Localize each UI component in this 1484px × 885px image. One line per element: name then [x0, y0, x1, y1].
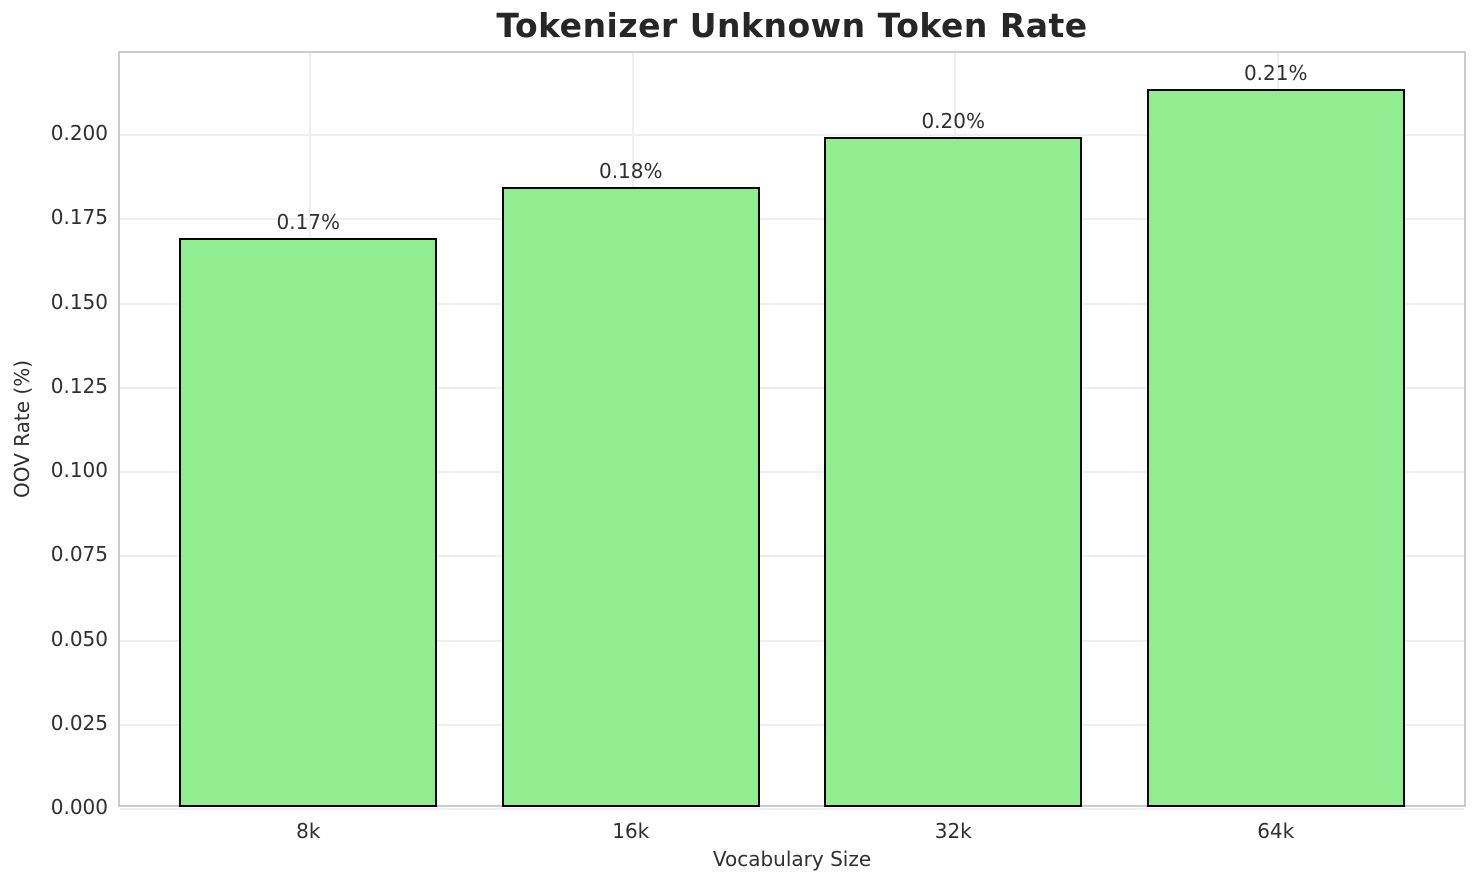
chart-title: Tokenizer Unknown Token Rate: [496, 6, 1088, 45]
bar-64k: [1146, 89, 1405, 807]
x-tick-label: 16k: [612, 819, 650, 843]
bar-value-label: 0.18%: [598, 159, 663, 184]
y-gridline: [120, 555, 1464, 558]
bar-value-label: 0.20%: [921, 108, 985, 133]
y-tick-label: 0.125: [50, 373, 108, 398]
y-tick-label: 0.150: [50, 289, 108, 314]
y-gridline: [120, 386, 1464, 389]
y-tick-label: 0.050: [50, 626, 108, 651]
x-tick-label: 8k: [296, 819, 321, 843]
bar-16k: [501, 187, 760, 807]
y-tick-label: 0.000: [50, 795, 108, 819]
y-gridline: [120, 134, 1464, 137]
x-axis-title: Vocabulary Size: [712, 847, 872, 871]
y-gridline: [120, 302, 1464, 305]
y-gridline: [120, 808, 1464, 810]
y-gridline: [120, 639, 1464, 642]
bar-value-label: 0.17%: [276, 209, 341, 234]
y-gridline: [120, 723, 1464, 726]
y-tick-label: 0.025: [50, 710, 108, 735]
bar-value-label: 0.21%: [1243, 61, 1308, 86]
y-gridline: [120, 218, 1464, 221]
y-tick-label: 0.200: [50, 121, 108, 146]
y-tick-label: 0.075: [50, 542, 108, 567]
x-tick-label: 64k: [1257, 819, 1295, 843]
y-axis-title: OOV Rate (%): [10, 360, 34, 498]
x-tick-label: 32k: [934, 819, 972, 843]
bar-32k: [824, 136, 1083, 807]
bar-8k: [179, 237, 438, 807]
y-tick-label: 0.175: [50, 205, 108, 230]
y-tick-label: 0.100: [50, 458, 108, 483]
y-gridline: [120, 471, 1464, 474]
